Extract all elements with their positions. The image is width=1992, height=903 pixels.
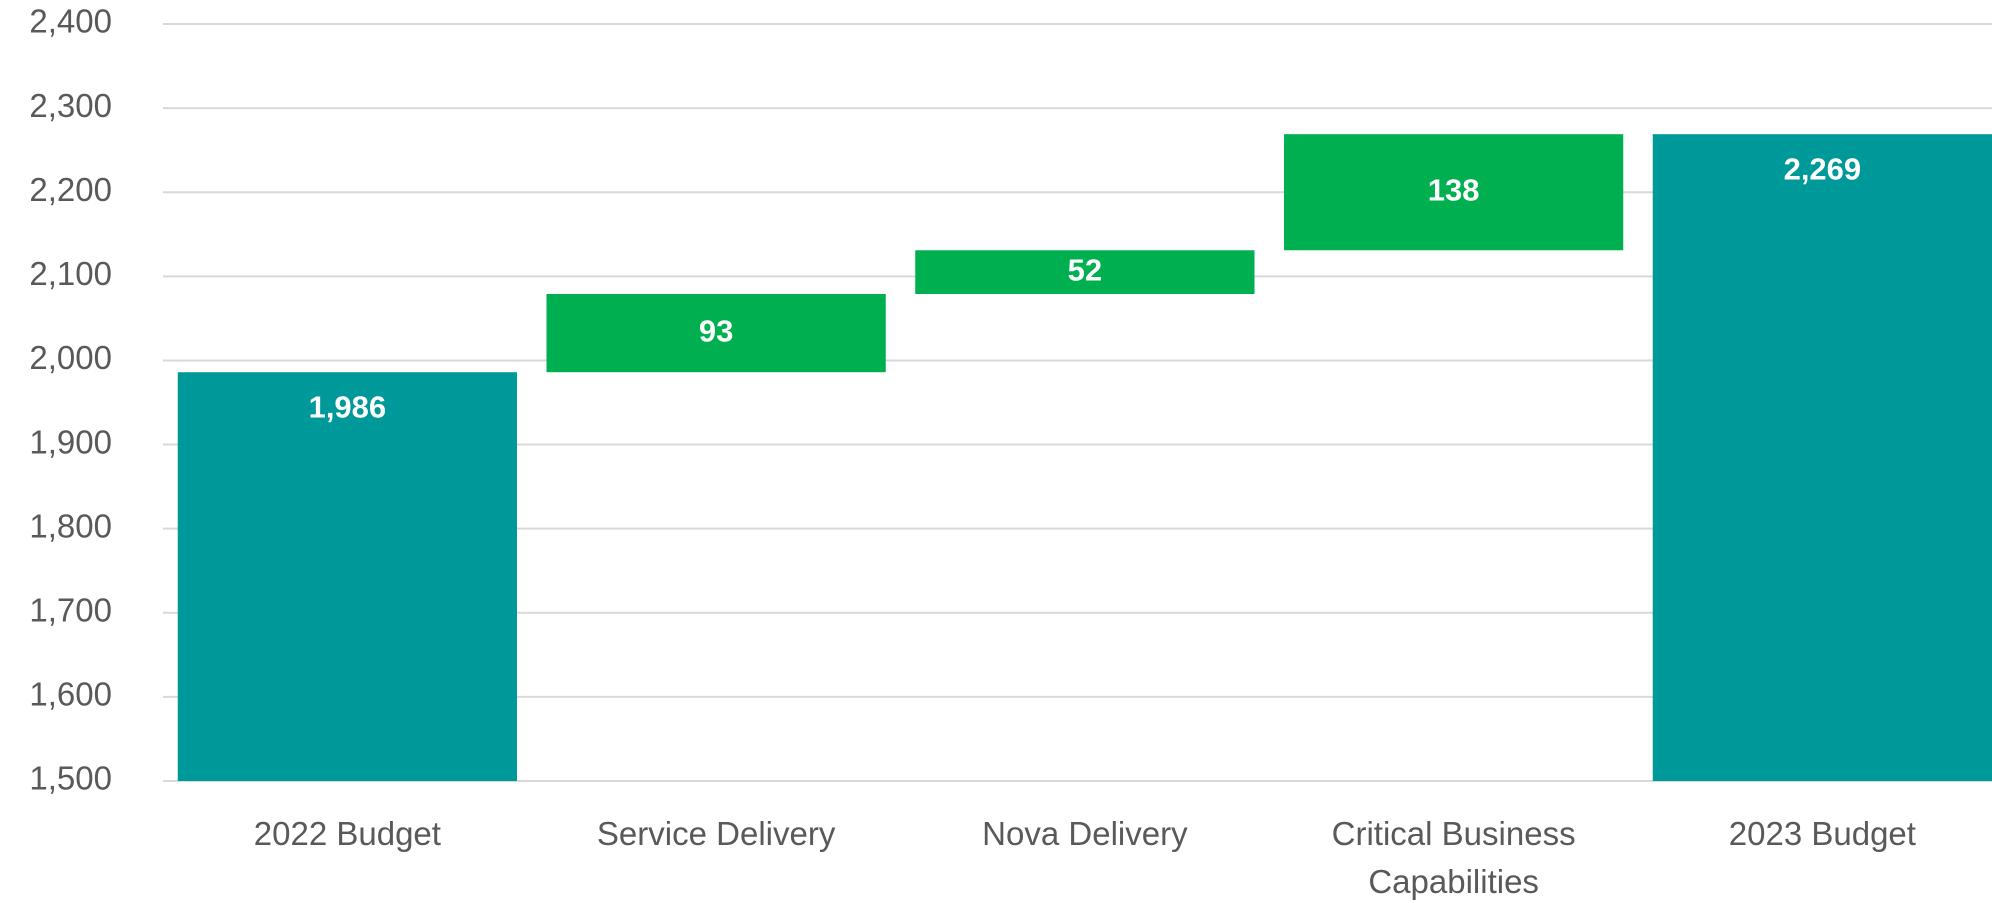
y-tick-label: 2,400 [29, 3, 112, 40]
bar [1652, 134, 1992, 782]
y-tick-label: 2,300 [29, 87, 112, 124]
y-tick-label: 2,000 [29, 339, 112, 376]
data-label: 2,269 [1784, 151, 1862, 186]
y-tick-label: 1,700 [29, 591, 112, 628]
data-label: 52 [1068, 252, 1102, 287]
x-tick-label: 2022 Budget [253, 815, 441, 852]
bar [177, 372, 517, 781]
y-tick-label: 1,500 [29, 760, 112, 797]
x-tick-label: Service Delivery [596, 815, 836, 852]
data-label: 1,986 [309, 389, 387, 424]
y-tick-label: 1,800 [29, 507, 112, 544]
bar [546, 293, 886, 373]
x-tick-label: Critical Business Capabilities [1331, 815, 1576, 900]
data-label: 138 [1428, 172, 1480, 207]
bar [915, 250, 1255, 294]
bar [1284, 134, 1624, 251]
y-tick-label: 2,100 [29, 255, 112, 292]
x-tick-label: Nova Delivery [982, 815, 1188, 852]
data-label: 93 [699, 313, 733, 348]
x-tick-label: 2023 Budget [1728, 815, 1916, 852]
y-tick-label: 2,200 [29, 171, 112, 208]
y-tick-label: 1,900 [29, 423, 112, 460]
y-tick-label: 1,600 [29, 676, 112, 713]
